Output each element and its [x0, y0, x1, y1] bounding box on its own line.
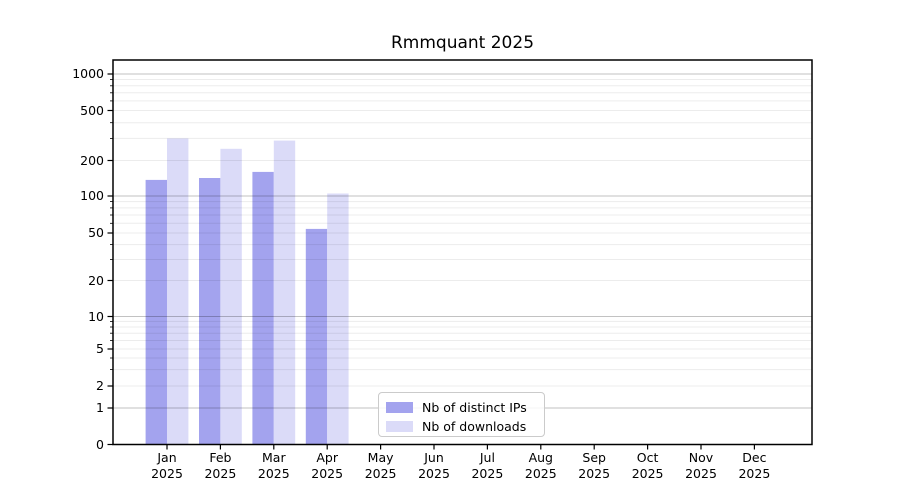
y-tick-label-5: 5 [96, 341, 104, 356]
legend-swatch-distinct-ips [386, 402, 413, 413]
x-tick-label-jan: Jan 2025 [139, 450, 195, 481]
x-tick-month: Feb [209, 450, 232, 465]
x-tick-label-aug: Aug 2025 [513, 450, 569, 481]
x-tick-label-dec: Dec 2025 [726, 450, 782, 481]
x-tick-year: 2025 [311, 465, 344, 481]
y-tick-label-10: 10 [88, 308, 104, 324]
y-tick-label-100: 100 [80, 188, 104, 203]
bar-jan-downloads [167, 138, 189, 445]
x-tick-month: Mar [262, 450, 286, 465]
bar-mar-downloads [273, 140, 296, 445]
x-tick-label-feb: Feb 2025 [192, 450, 248, 481]
legend-item-downloads: Nb of downloads [386, 417, 544, 436]
y-tick-label-20: 20 [88, 272, 104, 288]
x-tick-year: 2025 [738, 465, 771, 481]
x-tick-label-may: May 2025 [353, 450, 409, 481]
legend-label-distinct-ips: Nb of distinct IPs [422, 400, 527, 415]
x-tick-year: 2025 [685, 465, 717, 481]
x-tick-month: Aug [528, 450, 553, 465]
x-tick-year: 2025 [204, 465, 237, 481]
bar-mar-distinct-ips [252, 171, 274, 445]
x-tick-label-mar: Mar 2025 [246, 450, 302, 481]
x-tick-month: Jun [424, 450, 444, 465]
bar-apr-downloads [327, 193, 349, 445]
y-tick-label-2: 2 [96, 378, 104, 393]
y-tick-label-200: 200 [80, 152, 104, 168]
x-tick-year: 2025 [578, 465, 611, 481]
x-tick-year: 2025 [364, 465, 397, 481]
y-tick-label-1000: 1000 [72, 66, 104, 81]
plot-border [112, 59, 813, 446]
y-tick-label-0: 0 [96, 436, 104, 452]
x-tick-year: 2025 [418, 465, 450, 481]
x-tick-label-jul: Jul 2025 [459, 450, 515, 481]
legend: Nb of distinct IPs Nb of downloads [378, 392, 545, 437]
bar-feb-distinct-ips [199, 178, 221, 445]
y-tick-label-1: 1 [96, 400, 104, 415]
x-tick-month: Oct [636, 450, 659, 465]
x-tick-month: May [367, 450, 394, 465]
x-tick-label-apr: Apr 2025 [299, 450, 355, 481]
x-tick-month: Apr [316, 450, 338, 465]
legend-label-downloads: Nb of downloads [422, 419, 527, 434]
x-tick-year: 2025 [151, 465, 183, 481]
x-tick-label-oct: Oct 2025 [620, 450, 676, 481]
x-tick-month: Sep [582, 450, 606, 465]
legend-swatch-downloads [386, 421, 413, 432]
bar-jan-distinct-ips [145, 179, 167, 445]
x-tick-label-nov: Nov 2025 [673, 450, 729, 481]
legend-item-distinct-ips: Nb of distinct IPs [386, 398, 544, 417]
x-tick-year: 2025 [257, 465, 290, 481]
chart-title: Rmmquant 2025 [390, 33, 535, 53]
y-tick-label-50: 50 [88, 225, 104, 240]
y-tick-label-500: 500 [80, 102, 104, 118]
x-tick-label-jun: Jun 2025 [406, 450, 462, 481]
x-tick-label-sep: Sep 2025 [566, 450, 622, 481]
x-tick-month: Jan [157, 450, 177, 465]
bar-apr-distinct-ips [305, 228, 328, 445]
x-tick-year: 2025 [471, 465, 504, 481]
bar-feb-downloads [220, 148, 242, 445]
x-tick-month: Jul [479, 450, 495, 465]
x-tick-year: 2025 [524, 465, 557, 481]
x-tick-year: 2025 [631, 465, 664, 481]
x-tick-month: Dec [742, 450, 767, 465]
x-tick-month: Nov [688, 450, 714, 465]
